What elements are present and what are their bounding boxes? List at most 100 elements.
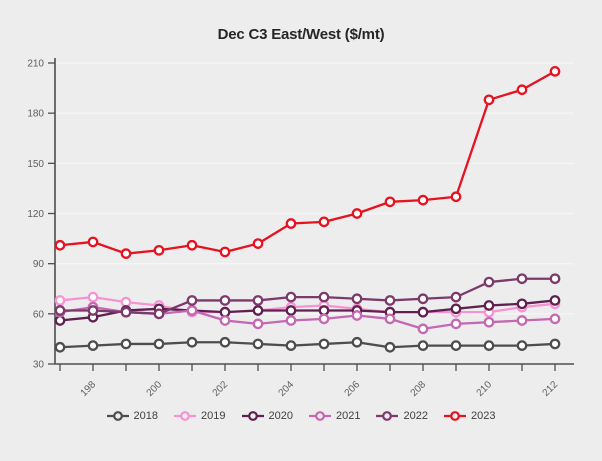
legend-item-2021[interactable]: 2021: [309, 410, 360, 422]
data-point-2022: [120, 306, 132, 318]
data-point-2020: [318, 305, 330, 316]
data-point-2018: [186, 336, 198, 348]
data-point-2018: [54, 341, 66, 353]
x-tick-label: 198: [79, 379, 99, 399]
legend-label: 2022: [403, 410, 428, 422]
y-tick-label: 120: [27, 209, 44, 220]
series-line-2022: [60, 277, 555, 315]
data-point-2020: [549, 295, 561, 306]
data-point-2022: [384, 295, 396, 306]
x-tick-label: 202: [211, 379, 231, 399]
legend-label: 2023: [470, 410, 496, 422]
data-point-2018: [483, 340, 495, 351]
data-point-2021: [549, 313, 561, 325]
x-tick-label: 208: [409, 379, 429, 399]
series-2021: [54, 301, 561, 335]
data-point-2020: [252, 305, 264, 316]
data-point-2018: [417, 340, 429, 351]
data-point-2021: [450, 318, 462, 330]
data-point-2019: [120, 296, 132, 308]
legend-item-2023[interactable]: 2023: [443, 410, 496, 422]
legend: 2018 2019 2020 2021 2022 2023: [0, 410, 602, 422]
x-tick-label: 204: [277, 379, 297, 399]
legend-item-2020[interactable]: 2020: [241, 410, 293, 422]
legend-marker-icon: [376, 411, 399, 421]
data-point-2022: [318, 291, 330, 303]
y-axis-ticks: 30 60 90 120 150 180 210: [27, 59, 55, 371]
legend-label: 2019: [201, 410, 226, 422]
legend-item-2018[interactable]: 2018: [106, 410, 159, 422]
series-line-2020: [59, 299, 556, 322]
legend-marker-icon: [174, 411, 197, 421]
x-tick-label: 206: [343, 379, 363, 399]
data-point-2018: [384, 341, 396, 353]
y-tick-label: 180: [27, 109, 44, 120]
data-point-2018: [516, 340, 528, 351]
data-point-2023: [54, 239, 66, 251]
data-point-2022: [417, 293, 429, 305]
data-point-2023: [318, 216, 330, 228]
x-tick-label: 200: [145, 379, 165, 399]
x-tick-label: 212: [541, 379, 561, 399]
legend-marker-icon: [106, 411, 129, 421]
data-point-2022: [516, 273, 528, 285]
data-point-2020: [483, 300, 495, 311]
data-point-2019: [87, 291, 99, 303]
data-point-2022: [450, 291, 462, 303]
data-point-2021: [384, 313, 396, 325]
series-2022: [54, 273, 561, 320]
data-point-2023: [252, 238, 264, 249]
data-point-2023: [219, 246, 231, 258]
x-tick-label: 210: [475, 379, 495, 399]
data-point-2018: [549, 338, 561, 350]
data-point-2019: [54, 295, 66, 306]
series-2020: [54, 295, 561, 326]
chart-title: Dec C3 East/West ($/mt): [217, 26, 385, 43]
data-point-2018: [252, 338, 264, 350]
series-line-2018: [59, 341, 556, 349]
data-point-2020: [219, 306, 231, 318]
legend-marker-icon: [309, 411, 331, 421]
y-tick-label: 60: [33, 309, 45, 320]
data-point-2018: [153, 338, 165, 350]
data-point-2023: [417, 194, 429, 206]
data-point-2023: [384, 196, 396, 208]
data-point-2021: [252, 318, 264, 330]
data-point-2023: [153, 244, 165, 256]
series-line-2023: [59, 70, 556, 255]
data-point-2023: [87, 236, 99, 248]
legend-item-2019[interactable]: 2019: [174, 410, 226, 422]
data-point-2023: [351, 208, 363, 219]
data-point-2021: [285, 315, 297, 326]
data-point-2022: [549, 273, 561, 285]
data-point-2021: [186, 305, 198, 316]
data-point-2018: [285, 340, 297, 351]
data-point-2018: [450, 340, 462, 351]
data-point-2022: [252, 295, 264, 306]
data-point-2022: [483, 276, 495, 288]
data-point-2022: [351, 293, 363, 305]
y-tick-label: 210: [27, 59, 44, 70]
data-point-2023: [285, 218, 297, 229]
data-point-2021: [417, 323, 429, 335]
data-point-2018: [351, 336, 363, 348]
data-point-2023: [186, 239, 198, 251]
series-line-2019: [59, 295, 556, 314]
data-point-2020: [285, 305, 297, 316]
data-point-2018: [219, 336, 231, 348]
data-point-2018: [87, 340, 99, 351]
data-point-2023: [516, 84, 528, 96]
legend-marker-icon: [443, 411, 466, 421]
data-point-2020: [450, 303, 462, 315]
legend-label: 2018: [133, 410, 159, 422]
series-2018: [54, 336, 561, 353]
data-point-2018: [318, 338, 330, 350]
data-point-2022: [153, 308, 165, 320]
data-point-2022: [219, 295, 231, 306]
series-2023: [54, 66, 561, 259]
legend-item-2022[interactable]: 2022: [376, 410, 428, 422]
data-point-2021: [219, 315, 231, 326]
data-point-2022: [54, 305, 66, 316]
data-point-2020: [516, 298, 528, 310]
y-tick-label: 30: [33, 360, 45, 371]
